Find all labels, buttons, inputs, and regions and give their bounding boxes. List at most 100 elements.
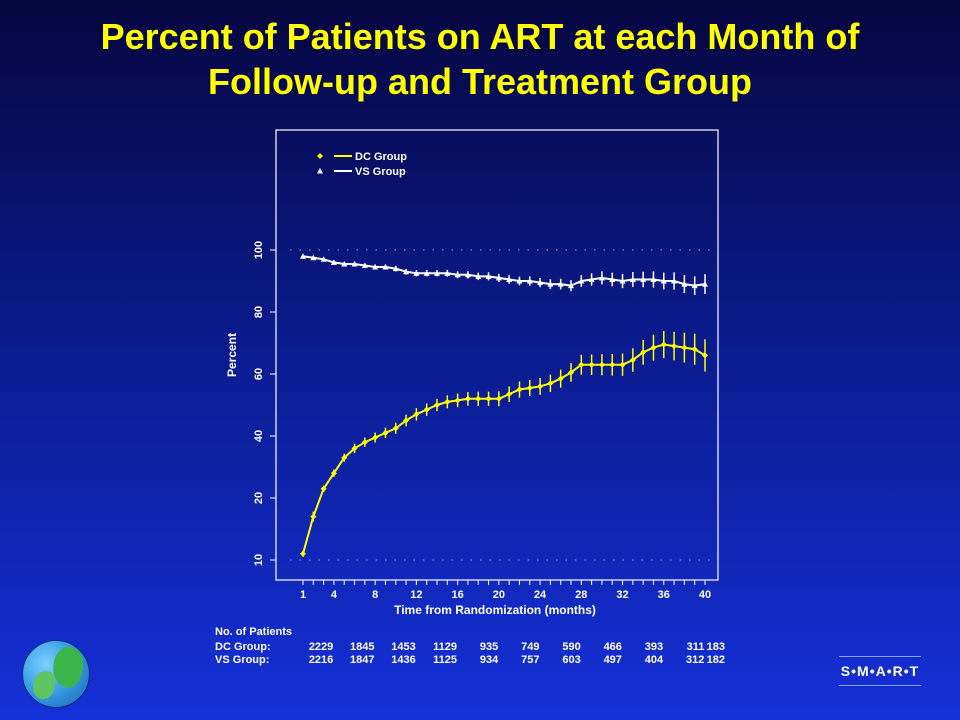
x-tick-label-16: 16 [451,589,463,601]
x-tick-label-24: 24 [534,589,547,601]
dc-point [568,369,574,376]
vs-point [423,270,430,276]
title-line-1: Percent of Patients on ART at each Month… [100,16,860,57]
y-tick-label-40: 40 [253,430,265,442]
patient-count-cell: 311 [686,641,705,653]
vs-point [660,278,667,284]
vs-point [609,276,616,282]
y-axis-label: Percent [225,333,239,377]
patient-count-cell: 182 [706,654,725,666]
dc-point [537,383,544,390]
x-tick-label-12: 12 [410,589,422,601]
patient-count-cell: 1453 [391,641,416,653]
vs-point [444,270,451,276]
vs-point [382,264,389,270]
x-tick-label-40: 40 [699,589,711,601]
patient-count-cell: 1847 [350,654,375,666]
legend-vs-label: VS Group [355,166,406,178]
legend-dc-marker [317,153,323,159]
dc-point [557,375,564,382]
x-tick-label-32: 32 [616,589,628,601]
dc-point [495,395,502,402]
vs-point [475,273,482,279]
dc-point [434,402,440,408]
dc-point [300,550,306,557]
y-tick-label-80: 80 [253,306,265,318]
dc-point [506,391,513,398]
vs-point [351,260,358,267]
vs-point [588,276,595,282]
patient-count-cell: 1436 [391,654,416,666]
vs-point [403,268,410,275]
x-tick-label-36: 36 [658,589,670,601]
title-line-2: Follow-up and Treatment Group [208,61,752,102]
dc-point [629,357,636,364]
plot-frame [275,129,719,581]
vs-point [310,254,317,261]
vs-point [537,279,544,286]
patient-count-cell: 497 [603,654,622,666]
vs-point [372,264,379,270]
dc-point [619,361,626,368]
dc-point [413,411,420,418]
vs-point [526,278,533,284]
vs-point [547,281,554,287]
dc-point [330,470,337,477]
patient-count-cell: 757 [521,654,540,666]
patient-count-cell: 603 [562,654,581,666]
vs-point [300,253,306,259]
patient-count-cell: 1845 [350,641,375,653]
y-tick-label-100: 100 [253,241,265,259]
vs-point [681,281,688,287]
x-tick-label-20: 20 [493,589,505,601]
vs-point [557,281,564,287]
globe-logo-icon [22,640,90,708]
dc-point [392,425,399,432]
vs-patients-row: VS Group: 2216 1847 1436 1125 934 757 603 497 40… [215,654,735,667]
patient-count-cell: 2229 [308,641,334,653]
dc-point [485,395,492,402]
legend-dc-label: DC Group [355,151,407,163]
vs-point [671,278,678,284]
x-tick-label-4: 4 [331,589,338,601]
patient-count-cell: 935 [479,641,499,653]
dc-point [351,445,358,452]
vs-point [392,265,399,272]
vs-point [341,260,348,267]
dc-point [547,380,554,387]
dc-point [444,398,451,405]
patient-count-cell: 2216 [308,654,334,666]
patient-count-cell: 404 [644,654,664,666]
vs-point [650,276,657,282]
vs-point [568,282,574,289]
dc-point [516,386,523,393]
vs-series-line [302,255,706,287]
dc-point [475,395,482,402]
page-title: Percent of Patients on ART at each Month… [0,14,960,104]
dc-point [681,344,688,351]
dc-point [588,361,595,368]
dc-point [671,343,678,350]
dc-point [454,397,461,404]
vs-point [485,273,492,279]
vs-point [578,278,585,284]
patients-table: No. of Patients DC Group: 2229 1845 1453 11… [215,626,735,667]
dc-point [691,346,698,353]
patient-count-cell: 590 [562,641,581,653]
dc-row-label: DC Group: [215,641,271,653]
dc-point [372,434,379,441]
dc-point [320,485,327,492]
x-axis-label: Time from Randomization (months) [394,603,596,617]
patient-count-cell: 749 [521,641,540,653]
vs-point [495,274,502,281]
dc-point [361,439,368,446]
patient-count-cell: 1125 [433,654,457,666]
dc-point [423,406,430,413]
vs-row-label: VS Group: [215,654,270,666]
dc-point [640,349,647,356]
patient-count-cell: 934 [479,654,499,666]
vs-point [413,270,420,276]
smart-logo: S•M•A•R•T [839,656,921,686]
vs-point [464,271,471,278]
